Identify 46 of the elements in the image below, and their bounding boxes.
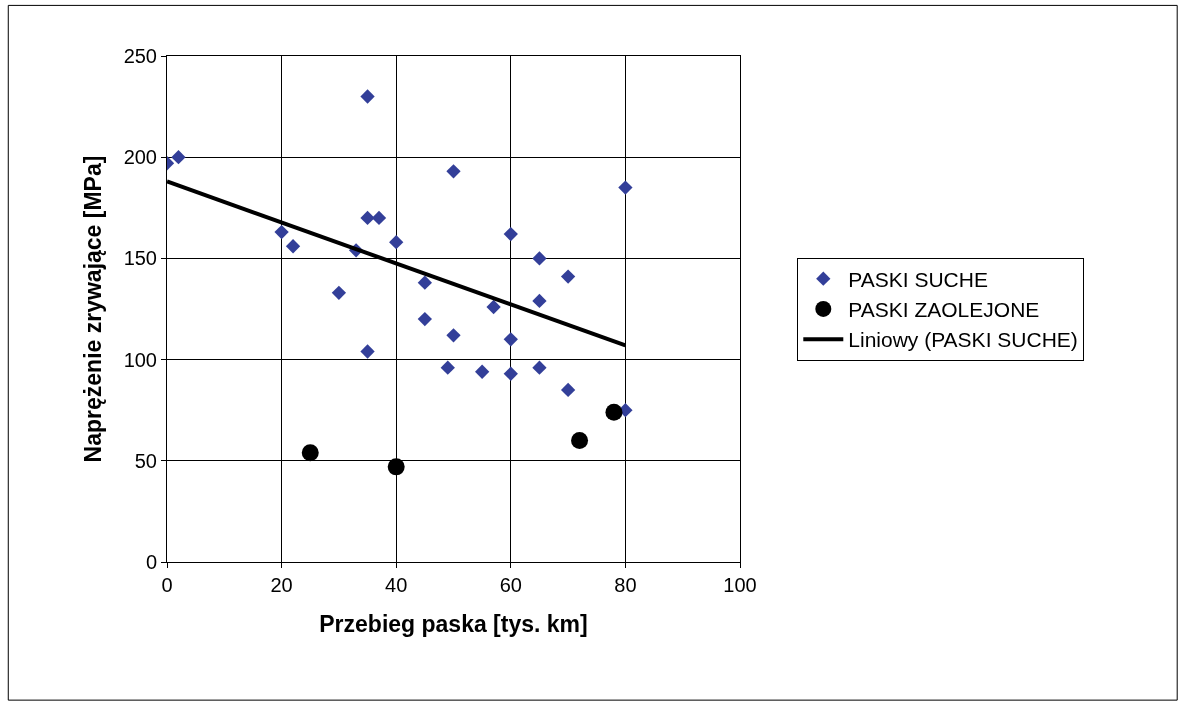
y-tick-label: 200	[123, 146, 157, 169]
point	[446, 164, 461, 179]
x-tick-label: 40	[385, 574, 408, 596]
x-tick-label: 60	[499, 574, 522, 596]
point	[503, 366, 518, 381]
y-tick-label: 0	[145, 551, 157, 573]
point	[371, 210, 387, 226]
point	[360, 344, 375, 359]
x-tick-label: 80	[614, 574, 637, 596]
point	[532, 293, 547, 309]
y-axis-title: Naprężenie zrywające [MPa]	[80, 155, 107, 463]
y-tick-label: 50	[134, 449, 157, 472]
point	[331, 285, 347, 300]
point	[285, 239, 301, 254]
point	[532, 360, 547, 375]
point	[571, 432, 589, 450]
point	[532, 251, 547, 266]
point	[560, 382, 576, 398]
point	[360, 210, 375, 226]
point	[486, 299, 501, 315]
point	[301, 444, 319, 462]
legend-label: PASKI ZAOLEJONE	[848, 298, 1040, 322]
point	[440, 360, 455, 375]
point	[475, 364, 490, 379]
x-tick-label: 0	[161, 574, 173, 596]
point	[503, 226, 518, 242]
point	[560, 269, 576, 284]
point	[171, 150, 186, 165]
point	[417, 311, 432, 327]
point	[360, 89, 375, 104]
point	[446, 328, 461, 343]
point	[605, 403, 623, 421]
x-tick-label: 20	[270, 574, 293, 596]
point	[274, 224, 289, 240]
point	[387, 458, 405, 476]
y-tick-label: 250	[123, 45, 157, 67]
y-tick-label: 100	[123, 348, 157, 371]
point	[618, 180, 633, 195]
y-tick-label: 150	[123, 247, 157, 270]
x-tick-label: 100	[723, 574, 757, 596]
point	[389, 235, 404, 250]
legend-label: Liniowy (PASKI SUCHE)	[848, 328, 1078, 352]
point	[417, 275, 432, 290]
legend-label: PASKI SUCHE	[848, 267, 988, 291]
x-axis-title: Przebieg paska [tys. km]	[319, 610, 588, 637]
point	[503, 332, 518, 347]
